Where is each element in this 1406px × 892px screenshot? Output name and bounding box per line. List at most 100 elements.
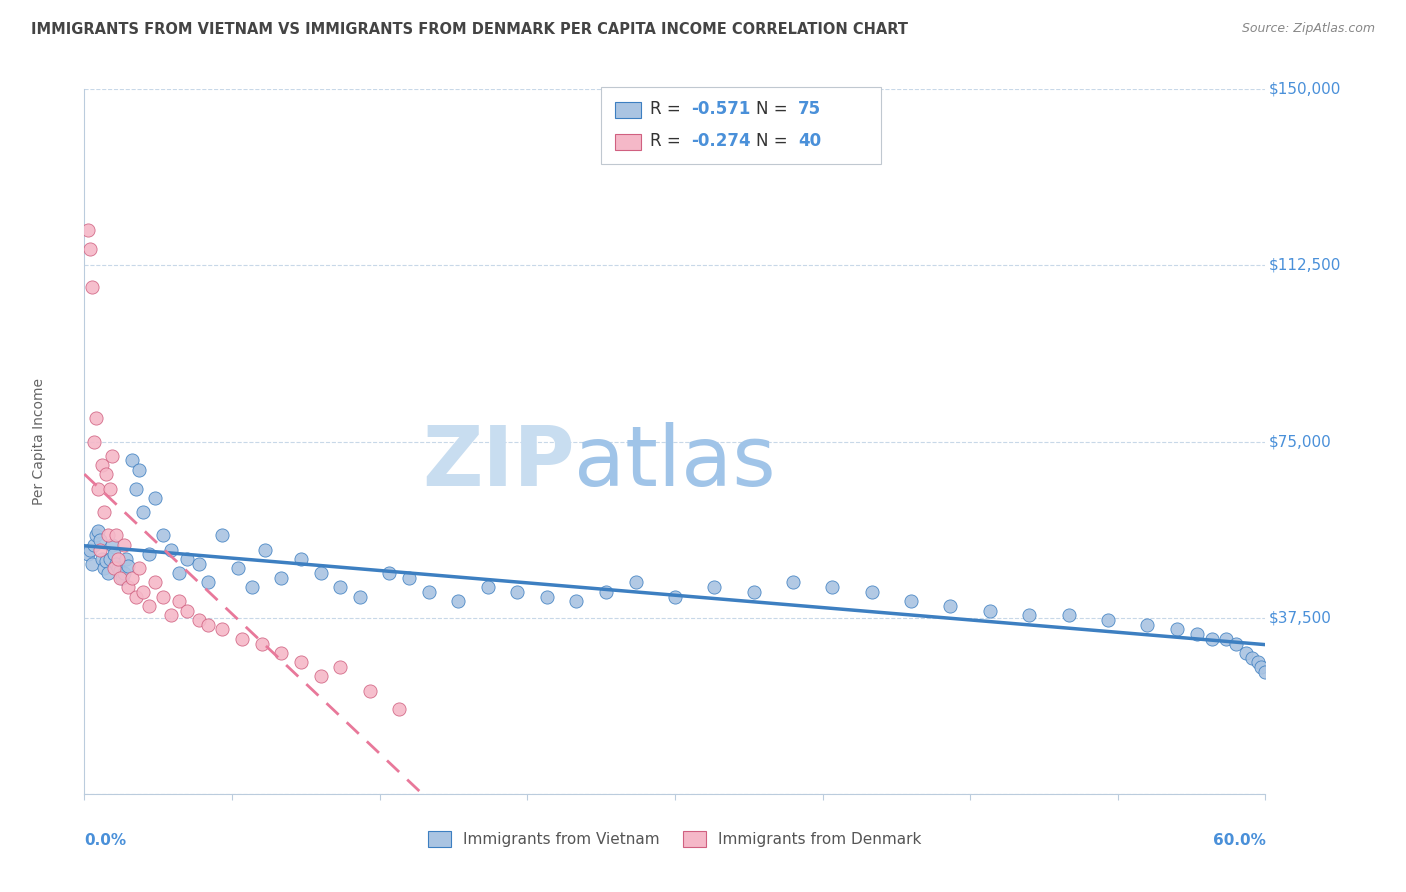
- Text: ZIP: ZIP: [422, 422, 575, 503]
- Text: 0.0%: 0.0%: [84, 832, 127, 847]
- Point: [290, 656, 312, 670]
- Point: [167, 594, 190, 608]
- Point: [398, 571, 420, 585]
- Point: [197, 575, 219, 590]
- Point: [447, 594, 470, 608]
- Point: [254, 542, 277, 557]
- Text: 40: 40: [799, 132, 821, 150]
- Point: [79, 242, 101, 256]
- Point: [1215, 632, 1237, 646]
- Text: IMMIGRANTS FROM VIETNAM VS IMMIGRANTS FROM DENMARK PER CAPITA INCOME CORRELATION: IMMIGRANTS FROM VIETNAM VS IMMIGRANTS FR…: [31, 22, 908, 37]
- Point: [108, 564, 131, 578]
- Point: [979, 604, 1001, 618]
- Point: [84, 528, 107, 542]
- Point: [270, 646, 292, 660]
- Point: [270, 571, 292, 585]
- Point: [782, 575, 804, 590]
- Point: [101, 449, 124, 463]
- Point: [117, 559, 139, 574]
- Point: [703, 580, 725, 594]
- Point: [82, 557, 104, 571]
- Point: [112, 538, 135, 552]
- Point: [418, 585, 440, 599]
- Point: [860, 585, 883, 599]
- Point: [152, 528, 174, 542]
- Point: [121, 571, 143, 585]
- Point: [87, 524, 110, 538]
- Point: [138, 599, 160, 613]
- Point: [160, 542, 183, 557]
- Point: [143, 491, 166, 505]
- Text: R =: R =: [651, 100, 686, 118]
- Point: [329, 580, 352, 594]
- Point: [93, 505, 115, 519]
- Point: [128, 463, 150, 477]
- Point: [84, 411, 107, 425]
- Point: [138, 547, 160, 561]
- Point: [104, 528, 127, 542]
- Point: [103, 561, 125, 575]
- Point: [1254, 665, 1277, 679]
- Point: [111, 571, 134, 585]
- Point: [112, 566, 135, 580]
- Point: [83, 538, 105, 552]
- Point: [152, 590, 174, 604]
- Point: [197, 617, 219, 632]
- Point: [82, 279, 104, 293]
- Point: [211, 528, 233, 542]
- Text: N =: N =: [756, 132, 793, 150]
- Point: [1225, 636, 1247, 650]
- Text: $150,000: $150,000: [1270, 82, 1341, 96]
- Point: [94, 467, 117, 482]
- Point: [107, 552, 129, 566]
- Point: [89, 542, 111, 557]
- Legend: Immigrants from Vietnam, Immigrants from Denmark: Immigrants from Vietnam, Immigrants from…: [422, 825, 928, 853]
- Point: [742, 585, 765, 599]
- Point: [290, 552, 312, 566]
- Text: N =: N =: [756, 100, 793, 118]
- Point: [240, 580, 263, 594]
- Point: [94, 554, 117, 568]
- Point: [160, 608, 183, 623]
- Point: [506, 585, 529, 599]
- Point: [1234, 646, 1257, 660]
- Point: [97, 566, 120, 580]
- Point: [595, 585, 617, 599]
- Point: [121, 453, 143, 467]
- Point: [821, 580, 844, 594]
- Point: [1201, 632, 1223, 646]
- Point: [132, 585, 155, 599]
- Point: [98, 552, 121, 566]
- Point: [1240, 650, 1263, 665]
- Point: [176, 604, 198, 618]
- Point: [124, 482, 146, 496]
- Point: [77, 547, 100, 561]
- Point: [664, 590, 686, 604]
- Point: [187, 557, 209, 571]
- Text: -0.274: -0.274: [692, 132, 751, 150]
- Point: [83, 434, 105, 449]
- Point: [143, 575, 166, 590]
- Point: [132, 505, 155, 519]
- Point: [187, 613, 209, 627]
- Text: atlas: atlas: [575, 422, 776, 503]
- Point: [176, 552, 198, 566]
- Point: [378, 566, 401, 580]
- Text: 60.0%: 60.0%: [1212, 832, 1265, 847]
- Point: [900, 594, 922, 608]
- Point: [104, 557, 127, 571]
- Point: [91, 458, 114, 472]
- Point: [1057, 608, 1080, 623]
- Point: [250, 636, 273, 650]
- Point: [1246, 656, 1268, 670]
- Point: [117, 580, 139, 594]
- Point: [1185, 627, 1208, 641]
- Text: $112,500: $112,500: [1270, 258, 1341, 273]
- Text: Source: ZipAtlas.com: Source: ZipAtlas.com: [1241, 22, 1375, 36]
- Point: [1097, 613, 1119, 627]
- Point: [1018, 608, 1040, 623]
- Text: Per Capita Income: Per Capita Income: [32, 378, 46, 505]
- Point: [108, 571, 131, 585]
- Point: [167, 566, 190, 580]
- Point: [93, 561, 115, 575]
